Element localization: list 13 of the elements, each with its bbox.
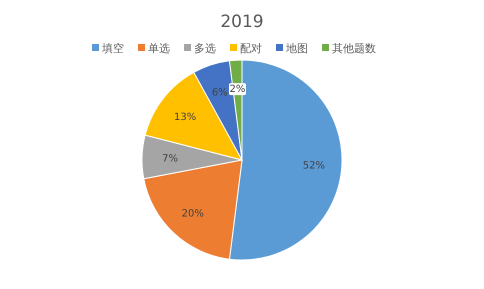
data-label: 6% (212, 88, 228, 99)
legend-label: 地图 (285, 42, 308, 55)
data-label: 13% (174, 112, 196, 123)
legend-label: 其他题数 (332, 42, 376, 55)
data-label: 20% (182, 208, 204, 220)
legend-label: 填空 (101, 42, 124, 55)
chart-title: 2019 (220, 12, 264, 32)
data-label: 7% (162, 154, 178, 165)
legend-label: 配对 (240, 42, 262, 55)
data-label: 52% (302, 160, 325, 172)
legend-label: 单选 (148, 42, 170, 55)
data-label: 2% (230, 84, 246, 96)
legend-label: 多选 (194, 42, 216, 55)
